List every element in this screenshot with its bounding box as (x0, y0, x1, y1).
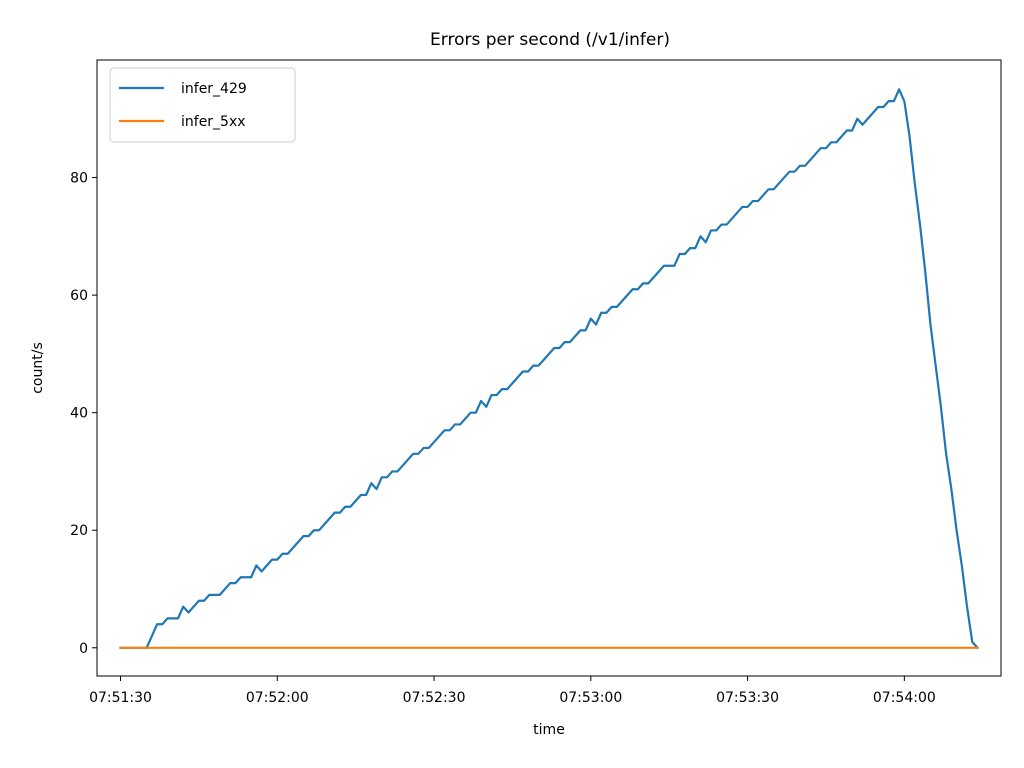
plot-frame (96, 59, 1002, 677)
series-line-infer-429 (119, 88, 980, 650)
x-tick-label: 07:52:30 (403, 690, 466, 706)
legend-label: infer_429 (181, 81, 247, 97)
y-tick-label: 40 (70, 406, 88, 422)
x-tick-label: 07:53:30 (716, 690, 779, 706)
legend: infer_429 infer_5xx (109, 67, 296, 143)
y-axis-label: count/s (30, 342, 46, 394)
x-tick-label: 07:54:00 (873, 690, 936, 706)
plot-background (97, 60, 1001, 676)
y-tick-label: 60 (70, 288, 88, 304)
x-tick-label: 07:52:00 (246, 690, 309, 706)
legend-box (109, 67, 296, 143)
y-axis: 0 20 40 60 80 (70, 171, 97, 657)
legend-label: infer_5xx (181, 114, 246, 130)
chart-title: Errors per second (/v1/infer) (430, 30, 670, 50)
y-tick-label: 20 (70, 523, 88, 539)
x-tick-label: 07:51:30 (89, 690, 152, 706)
y-tick-label: 0 (79, 641, 88, 657)
y-tick-label: 80 (70, 171, 88, 187)
plot-area: 07:51:30 07:52:00 07:52:30 07:53:00 07:53:30… (70, 59, 1002, 706)
series-layer (119, 88, 980, 650)
x-tick-label: 07:53:00 (559, 690, 622, 706)
x-axis: 07:51:30 07:52:00 07:52:30 07:53:00 07:53:30… (89, 676, 936, 706)
x-axis-label: time (533, 722, 565, 738)
